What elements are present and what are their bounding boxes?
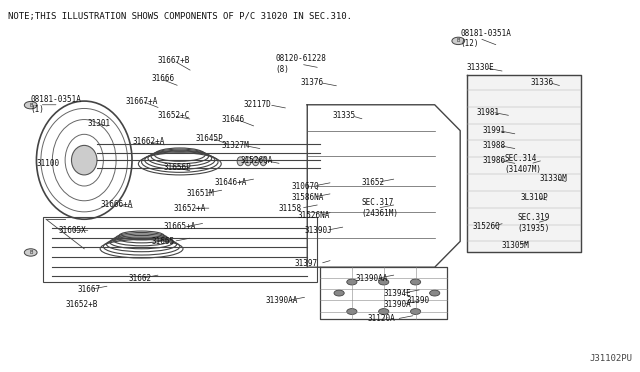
Text: 31991: 31991 — [483, 126, 506, 135]
Ellipse shape — [245, 157, 251, 166]
Text: 08181-0351A
(1): 08181-0351A (1) — [30, 95, 81, 115]
Text: 31301: 31301 — [88, 119, 111, 128]
Text: 31667: 31667 — [78, 285, 101, 294]
Text: 31986: 31986 — [483, 155, 506, 165]
Text: B: B — [29, 103, 33, 108]
Text: 31067Q: 31067Q — [291, 182, 319, 190]
Text: 31390: 31390 — [406, 296, 429, 305]
Text: 31526Q: 31526Q — [473, 222, 500, 231]
Text: 31662+A: 31662+A — [132, 137, 164, 146]
Text: SEC.319
(31935): SEC.319 (31935) — [518, 213, 550, 232]
Circle shape — [452, 37, 465, 45]
Bar — [43, 217, 317, 282]
Text: 31667+A: 31667+A — [125, 97, 158, 106]
Circle shape — [24, 102, 37, 109]
Text: 31605X: 31605X — [59, 226, 86, 235]
Circle shape — [379, 309, 389, 314]
Text: 08120-61228
(8): 08120-61228 (8) — [275, 54, 326, 74]
Text: 31526NA: 31526NA — [298, 211, 330, 220]
Circle shape — [410, 309, 420, 314]
Text: 31665: 31665 — [151, 237, 174, 246]
Text: B: B — [457, 38, 460, 44]
Circle shape — [24, 249, 37, 256]
Text: 31336: 31336 — [531, 78, 554, 87]
Text: 31526QA: 31526QA — [241, 155, 273, 165]
Text: 31390J: 31390J — [304, 226, 332, 235]
Text: 31646: 31646 — [221, 115, 244, 124]
Text: 31305M: 31305M — [502, 241, 529, 250]
Circle shape — [410, 279, 420, 285]
Text: 31376: 31376 — [301, 78, 324, 87]
Text: 3L310P: 3L310P — [521, 193, 548, 202]
Text: 31390AA: 31390AA — [266, 296, 298, 305]
Text: 31327M: 31327M — [221, 141, 249, 150]
Polygon shape — [467, 75, 581, 253]
Text: 31651M: 31651M — [186, 189, 214, 198]
Text: 31667+B: 31667+B — [157, 56, 190, 65]
Text: 31390A: 31390A — [384, 300, 412, 309]
Text: 31652+A: 31652+A — [173, 203, 206, 213]
Text: 31335: 31335 — [333, 111, 356, 121]
Text: 08181-0351A
(12): 08181-0351A (12) — [460, 29, 511, 48]
Text: 31988: 31988 — [483, 141, 506, 150]
Text: NOTE;THIS ILLUSTRATION SHOWS COMPONENTS OF P/C 31020 IN SEC.310.: NOTE;THIS ILLUSTRATION SHOWS COMPONENTS … — [8, 13, 352, 22]
Text: 31656P: 31656P — [164, 163, 191, 172]
Text: 31120A: 31120A — [368, 314, 396, 323]
Text: SEC.314
(31407M): SEC.314 (31407M) — [505, 154, 542, 174]
Text: 31390AA: 31390AA — [355, 274, 387, 283]
Text: 31158: 31158 — [278, 203, 301, 213]
Text: 31666: 31666 — [151, 74, 174, 83]
Text: 31397: 31397 — [294, 259, 317, 268]
Circle shape — [429, 290, 440, 296]
Circle shape — [379, 279, 389, 285]
Text: 31586NA: 31586NA — [291, 193, 324, 202]
Ellipse shape — [237, 157, 244, 166]
Text: SEC.317
(24361M): SEC.317 (24361M) — [362, 198, 399, 218]
Text: 31394E: 31394E — [384, 289, 412, 298]
Text: 31665+A: 31665+A — [164, 222, 196, 231]
Ellipse shape — [72, 145, 97, 175]
Text: 31666+A: 31666+A — [100, 200, 132, 209]
Text: B: B — [29, 250, 33, 255]
Text: 31330M: 31330M — [540, 174, 568, 183]
Text: 31652+B: 31652+B — [65, 300, 97, 309]
Text: 31981: 31981 — [476, 108, 499, 117]
Text: 32117D: 32117D — [244, 100, 271, 109]
Circle shape — [334, 290, 344, 296]
Text: 31646+A: 31646+A — [215, 178, 247, 187]
Ellipse shape — [252, 157, 259, 166]
Text: 31330E: 31330E — [467, 63, 494, 72]
Ellipse shape — [260, 157, 266, 166]
Text: 31652: 31652 — [362, 178, 385, 187]
Circle shape — [347, 309, 357, 314]
Text: 31662: 31662 — [129, 274, 152, 283]
Text: 31645P: 31645P — [196, 134, 223, 142]
Text: 31100: 31100 — [36, 159, 60, 169]
Text: J31102PU: J31102PU — [589, 354, 632, 363]
Circle shape — [347, 279, 357, 285]
Text: 31652+C: 31652+C — [157, 111, 190, 121]
